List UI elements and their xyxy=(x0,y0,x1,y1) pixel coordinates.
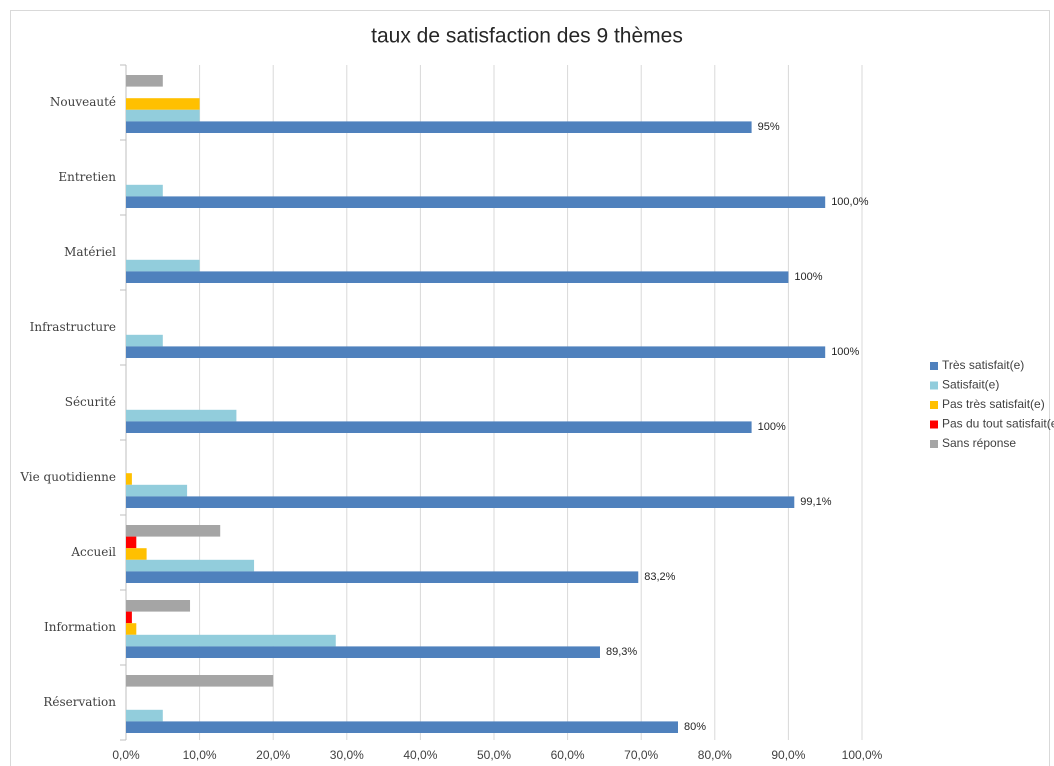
bar xyxy=(126,548,147,560)
bar-annotation: 89,3% xyxy=(606,646,637,658)
bar xyxy=(126,536,137,549)
x-tick-label: 10,0% xyxy=(183,748,217,762)
bar xyxy=(126,600,191,612)
bar xyxy=(126,623,137,635)
legend-swatch xyxy=(930,440,938,448)
legend-label: Sans réponse xyxy=(942,436,1016,450)
bar xyxy=(126,646,600,658)
x-tick-label: 70,0% xyxy=(624,748,658,762)
bar xyxy=(126,484,188,497)
legend-swatch xyxy=(930,420,938,429)
bar xyxy=(126,409,237,422)
legend-label: Très satisfait(e) xyxy=(942,358,1024,372)
category-label: Nouveauté xyxy=(50,95,116,109)
bar xyxy=(126,721,678,733)
legend-label: Satisfait(e) xyxy=(942,378,999,392)
bar xyxy=(126,496,795,508)
bar xyxy=(126,259,200,272)
bar xyxy=(126,634,336,647)
bar-annotation: 100% xyxy=(758,421,786,433)
category-label: Entretien xyxy=(58,170,116,184)
bar xyxy=(126,271,789,283)
bar xyxy=(126,98,200,110)
bar-annotation: 99,1% xyxy=(800,496,831,508)
legend-swatch xyxy=(930,381,938,390)
x-tick-label: 100,0% xyxy=(842,748,883,762)
legend-label: Pas très satisfait(e) xyxy=(942,397,1045,411)
bar xyxy=(126,184,163,197)
bar xyxy=(126,611,132,624)
category-label: Matériel xyxy=(64,245,116,259)
bar-annotation: 100,0% xyxy=(831,196,869,208)
category-label: Information xyxy=(44,620,116,634)
x-tick-label: 40,0% xyxy=(403,748,437,762)
bar-annotation: 100% xyxy=(794,271,822,283)
x-tick-label: 50,0% xyxy=(477,748,511,762)
bar xyxy=(126,675,274,687)
bar-annotation: 100% xyxy=(831,346,859,358)
bar-annotation: 83,2% xyxy=(644,571,675,583)
category-label: Vie quotidienne xyxy=(19,470,116,484)
legend-swatch xyxy=(930,401,938,409)
bar-annotation: 80% xyxy=(684,721,706,733)
bar xyxy=(126,109,200,122)
bar xyxy=(126,196,826,208)
x-tick-label: 60,0% xyxy=(551,748,585,762)
bar xyxy=(126,709,163,722)
category-label: Infrastructure xyxy=(30,320,116,334)
bar xyxy=(126,121,752,133)
bar-annotation: 95% xyxy=(758,121,780,133)
bar xyxy=(126,559,255,572)
bar xyxy=(126,421,752,433)
x-tick-label: 20,0% xyxy=(256,748,290,762)
category-label: Réservation xyxy=(43,695,116,709)
bar xyxy=(126,571,639,583)
x-tick-label: 80,0% xyxy=(698,748,732,762)
bar xyxy=(126,334,163,347)
x-tick-label: 0,0% xyxy=(112,748,140,762)
category-label: Sécurité xyxy=(65,395,116,409)
legend-label: Pas du tout satisfait(e) xyxy=(942,417,1054,431)
x-tick-label: 90,0% xyxy=(771,748,805,762)
x-tick-label: 30,0% xyxy=(330,748,364,762)
category-label: Accueil xyxy=(70,545,116,559)
bar xyxy=(126,75,163,87)
bar xyxy=(126,525,221,537)
legend-swatch xyxy=(930,362,938,370)
bar xyxy=(126,346,826,358)
chart-title: taux de satisfaction des 9 thèmes xyxy=(371,25,683,48)
bar xyxy=(126,473,132,485)
